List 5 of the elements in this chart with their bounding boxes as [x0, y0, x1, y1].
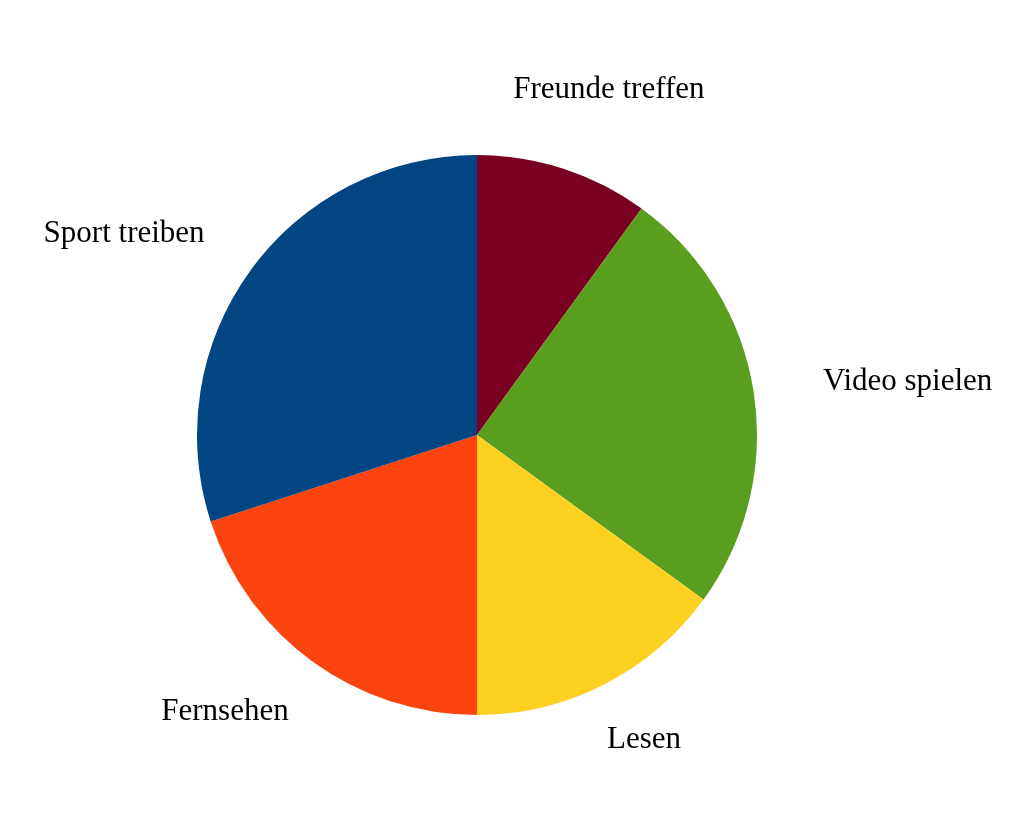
slice-label: Freunde treffen: [513, 69, 706, 105]
slice-label: Fernsehen: [161, 691, 290, 727]
slice-label: Sport treiben: [43, 214, 206, 250]
slice-label: Lesen: [607, 719, 682, 755]
slice-label: Video spielen: [822, 361, 993, 397]
